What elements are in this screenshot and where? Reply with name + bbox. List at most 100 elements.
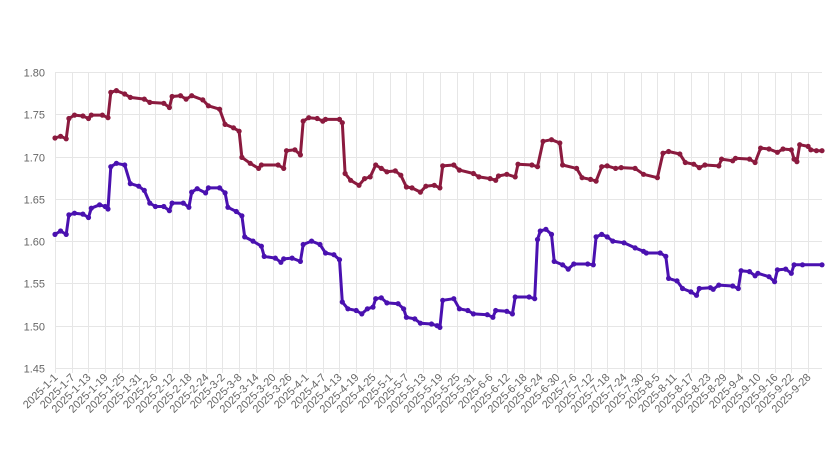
data-point[interactable] bbox=[788, 270, 794, 276]
data-point[interactable] bbox=[356, 182, 362, 188]
data-point[interactable] bbox=[537, 228, 543, 234]
data-point[interactable] bbox=[122, 91, 128, 97]
data-point[interactable] bbox=[105, 115, 111, 121]
data-point[interactable] bbox=[548, 231, 555, 237]
data-point[interactable] bbox=[364, 306, 370, 312]
data-point[interactable] bbox=[640, 171, 647, 177]
data-point[interactable] bbox=[526, 294, 532, 300]
data-point[interactable] bbox=[423, 183, 429, 189]
data-point[interactable] bbox=[161, 203, 167, 210]
data-point[interactable] bbox=[239, 213, 245, 219]
data-point[interactable] bbox=[730, 283, 736, 289]
data-point[interactable] bbox=[370, 304, 376, 310]
data-point[interactable] bbox=[314, 115, 320, 122]
data-point[interactable] bbox=[783, 266, 789, 272]
data-point[interactable] bbox=[791, 262, 797, 268]
data-point[interactable] bbox=[774, 149, 781, 155]
data-point[interactable] bbox=[362, 176, 368, 182]
data-point[interactable] bbox=[203, 190, 209, 196]
data-point[interactable] bbox=[732, 155, 739, 161]
data-point[interactable] bbox=[590, 262, 596, 268]
data-point[interactable] bbox=[300, 118, 306, 124]
data-point[interactable] bbox=[493, 307, 499, 314]
data-point[interactable] bbox=[353, 307, 359, 314]
data-point[interactable] bbox=[247, 160, 253, 166]
data-point[interactable] bbox=[348, 177, 354, 183]
data-point[interactable] bbox=[225, 204, 231, 210]
data-point[interactable] bbox=[512, 294, 518, 300]
data-point[interactable] bbox=[691, 161, 697, 167]
data-point[interactable] bbox=[451, 162, 457, 168]
data-point[interactable] bbox=[696, 285, 702, 292]
data-point[interactable] bbox=[543, 226, 549, 232]
data-point[interactable] bbox=[322, 250, 329, 256]
data-point[interactable] bbox=[666, 275, 672, 281]
data-point[interactable] bbox=[217, 185, 223, 191]
data-point[interactable] bbox=[512, 174, 518, 180]
data-point[interactable] bbox=[161, 100, 167, 106]
data-point[interactable] bbox=[292, 147, 298, 153]
data-point[interactable] bbox=[403, 314, 409, 320]
data-point[interactable] bbox=[571, 261, 577, 267]
data-point[interactable] bbox=[797, 142, 803, 148]
data-point[interactable] bbox=[431, 182, 437, 188]
data-point[interactable] bbox=[261, 253, 267, 259]
data-point[interactable] bbox=[233, 208, 239, 215]
data-point[interactable] bbox=[205, 103, 211, 109]
data-point[interactable] bbox=[632, 165, 638, 171]
data-point[interactable] bbox=[63, 231, 69, 237]
data-point[interactable] bbox=[654, 175, 661, 181]
data-point[interactable] bbox=[493, 177, 499, 183]
data-point[interactable] bbox=[476, 174, 482, 180]
data-point[interactable] bbox=[604, 234, 610, 240]
data-point[interactable] bbox=[504, 171, 510, 177]
data-point[interactable] bbox=[813, 148, 820, 154]
data-point[interactable] bbox=[217, 106, 223, 112]
data-point[interactable] bbox=[540, 138, 546, 144]
data-point[interactable] bbox=[412, 316, 418, 322]
data-point[interactable] bbox=[509, 311, 515, 317]
data-point[interactable] bbox=[71, 210, 78, 216]
data-point[interactable] bbox=[283, 148, 290, 154]
data-point[interactable] bbox=[618, 165, 624, 171]
data-point[interactable] bbox=[336, 257, 343, 263]
data-point[interactable] bbox=[222, 190, 228, 196]
data-point[interactable] bbox=[85, 214, 92, 221]
data-point[interactable] bbox=[688, 289, 694, 295]
data-point[interactable] bbox=[384, 300, 390, 306]
data-point[interactable] bbox=[766, 146, 772, 152]
data-point[interactable] bbox=[66, 115, 72, 122]
data-point[interactable] bbox=[599, 164, 605, 170]
data-point[interactable] bbox=[593, 234, 599, 240]
data-point[interactable] bbox=[579, 175, 585, 181]
data-point[interactable] bbox=[604, 163, 610, 169]
data-point[interactable] bbox=[780, 146, 786, 152]
data-point[interactable] bbox=[532, 296, 538, 302]
data-point[interactable] bbox=[417, 320, 423, 326]
data-point[interactable] bbox=[99, 112, 105, 118]
data-point[interactable] bbox=[719, 156, 725, 162]
data-point[interactable] bbox=[127, 181, 133, 187]
data-point[interactable] bbox=[560, 262, 566, 268]
data-point[interactable] bbox=[147, 99, 153, 105]
data-point[interactable] bbox=[177, 93, 184, 99]
data-point[interactable] bbox=[339, 299, 345, 305]
data-point[interactable] bbox=[183, 96, 189, 102]
data-point[interactable] bbox=[373, 296, 379, 302]
data-point[interactable] bbox=[80, 211, 86, 217]
data-point[interactable] bbox=[470, 311, 476, 317]
data-point[interactable] bbox=[819, 148, 825, 154]
data-point[interactable] bbox=[746, 269, 753, 275]
data-point[interactable] bbox=[610, 238, 616, 244]
data-point[interactable] bbox=[152, 203, 158, 210]
data-point[interactable] bbox=[309, 238, 315, 244]
data-point[interactable] bbox=[97, 202, 103, 208]
data-point[interactable] bbox=[258, 243, 264, 249]
data-point[interactable] bbox=[58, 228, 64, 234]
data-point[interactable] bbox=[409, 185, 415, 191]
data-point[interactable] bbox=[331, 252, 337, 258]
data-point[interactable] bbox=[766, 274, 772, 280]
data-point[interactable] bbox=[735, 285, 741, 292]
data-point[interactable] bbox=[495, 173, 502, 179]
data-point[interactable] bbox=[230, 125, 237, 131]
